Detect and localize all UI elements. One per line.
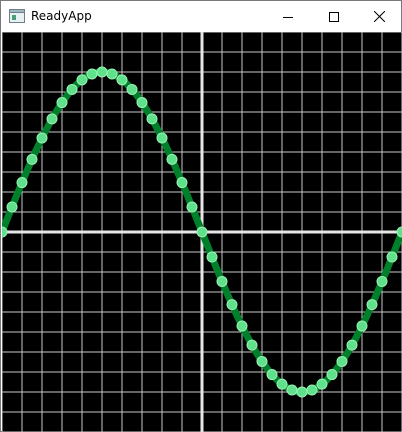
curve-point xyxy=(266,369,278,381)
sine-plot xyxy=(2,32,402,432)
minimize-icon xyxy=(283,16,293,18)
close-icon xyxy=(373,11,385,22)
app-window-icon xyxy=(9,9,25,23)
curve-point xyxy=(296,386,308,398)
curve-point xyxy=(126,83,138,95)
curve-point xyxy=(46,113,58,125)
curve-points xyxy=(2,66,402,398)
curve-point xyxy=(176,177,188,189)
curve-point xyxy=(356,320,368,332)
close-button[interactable] xyxy=(356,1,402,32)
curve-point xyxy=(256,355,268,367)
curve-point xyxy=(96,66,108,78)
curve-point xyxy=(226,299,238,311)
curve-point xyxy=(66,83,78,95)
curve-point xyxy=(306,384,318,396)
curve-point xyxy=(396,226,402,238)
curve-point xyxy=(336,355,348,367)
curve-point xyxy=(56,97,68,109)
curve-point xyxy=(136,97,148,109)
curve-point xyxy=(76,74,88,86)
curve-point xyxy=(316,378,328,390)
title-bar[interactable]: ReadyApp xyxy=(1,1,401,32)
window-title: ReadyApp xyxy=(31,9,92,23)
maximize-icon xyxy=(329,11,339,22)
curve-point xyxy=(236,320,248,332)
curve-point xyxy=(186,201,198,213)
curve-point xyxy=(216,275,228,287)
curve-point xyxy=(2,226,8,238)
curve-point xyxy=(6,201,18,213)
curve-point xyxy=(156,132,168,144)
plot-canvas[interactable] xyxy=(2,32,402,432)
curve-point xyxy=(346,339,358,351)
maximize-button[interactable] xyxy=(311,1,357,32)
curve-point xyxy=(366,299,378,311)
curve-point xyxy=(376,275,388,287)
curve-point xyxy=(246,339,258,351)
minimize-button[interactable] xyxy=(265,1,311,32)
curve-point xyxy=(326,369,338,381)
curve-point xyxy=(206,251,218,263)
curve-point xyxy=(166,153,178,165)
curve-point xyxy=(106,68,118,80)
curve-point xyxy=(86,68,98,80)
curve-point xyxy=(196,226,208,238)
curve-point xyxy=(36,132,48,144)
curve-point xyxy=(16,177,28,189)
curve-point xyxy=(286,384,298,396)
curve-point xyxy=(146,113,158,125)
curve-point xyxy=(386,251,398,263)
curve-point xyxy=(116,74,128,86)
curve-point xyxy=(276,378,288,390)
curve-point xyxy=(26,153,38,165)
